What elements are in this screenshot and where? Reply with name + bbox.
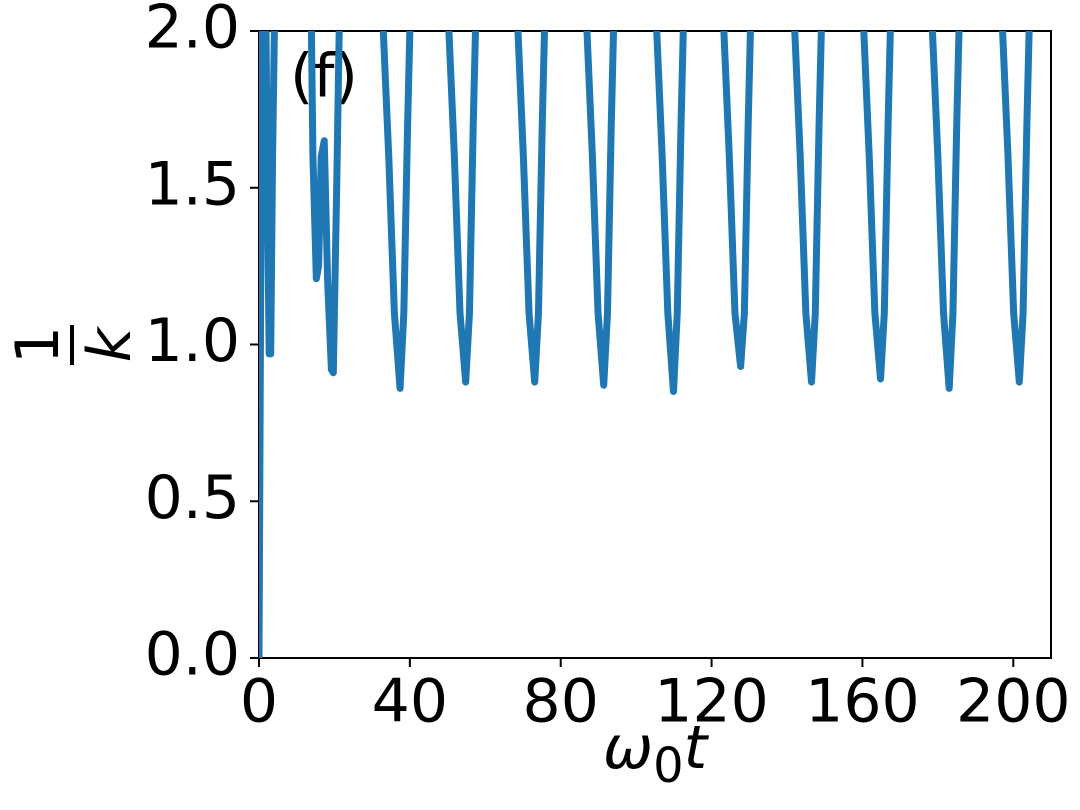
x-tick-label: 160 [805,667,920,737]
y-label-numerator: 1 [3,326,73,364]
y-tick-label: 2.0 [145,0,240,63]
plot-frame [258,30,1052,659]
x-axis-label: ω0t [603,713,710,794]
y-tick-label: 0.5 [145,463,240,533]
x-tick-label: 0 [240,667,278,737]
x-label-symbol: ω [603,713,653,783]
x-tick-label: 200 [956,667,1071,737]
x-label-subscript: 0 [653,738,684,794]
annotation: (f) [290,42,358,112]
y-tick-label: 0.0 [145,620,240,690]
y-label-denominator: k [75,325,145,362]
x-label-variable: t [684,713,710,783]
y-tick-label: 1.0 [145,306,240,376]
y-tick-label: 1.5 [145,149,240,219]
x-tick-label: 40 [372,667,448,737]
data-line [259,31,1033,658]
x-tick-label: 120 [654,667,769,737]
x-tick-label: 80 [523,667,599,737]
y-axis-label: 1 k [3,325,145,365]
